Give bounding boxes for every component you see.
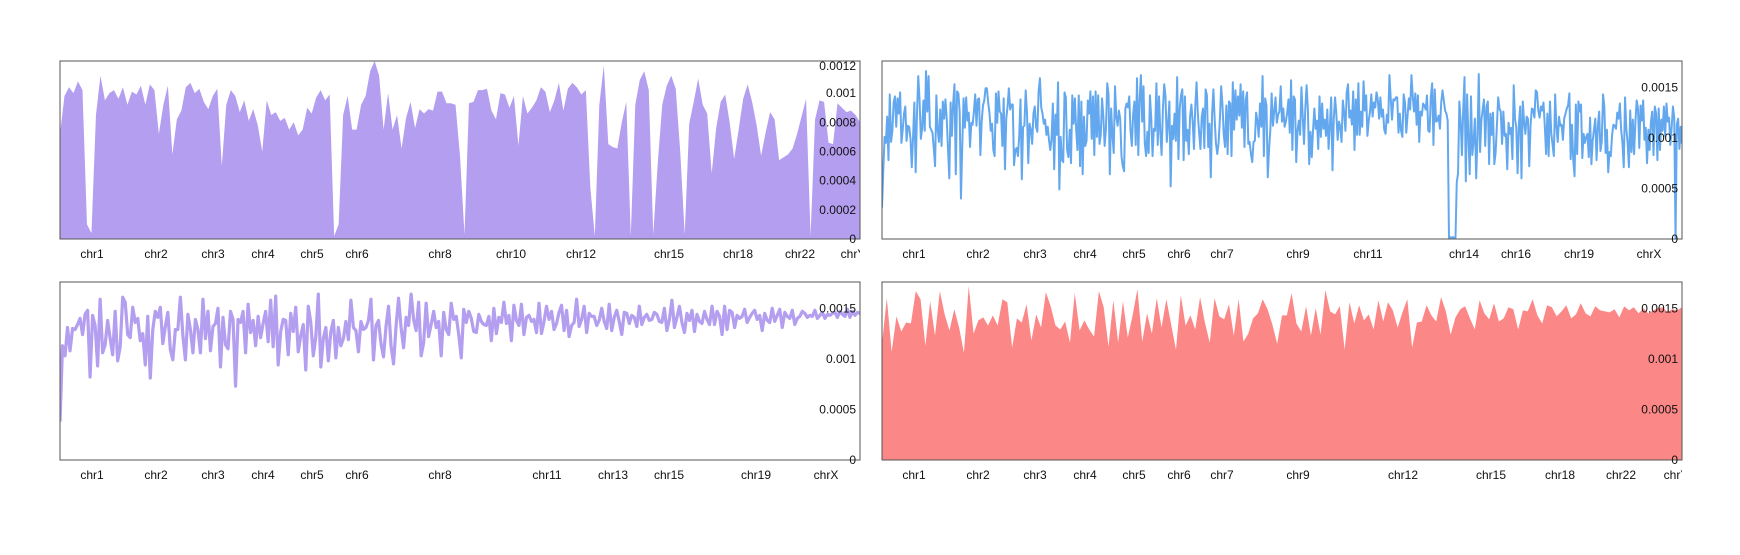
x-tick-label: chr8 <box>428 247 452 261</box>
x-tick-label: chr7 <box>1210 468 1234 482</box>
x-tick-label: chr22 <box>785 247 815 261</box>
chart-panel-2: 0 0.0005 0.001 0.0015 chr1 chr2 chr3 chr4 chr5 ch… <box>881 60 1683 261</box>
chart-panel-4: 0 0.0005 0.001 0.0015 chr1 chr2 chr3 chr4 chr5 ch… <box>881 281 1689 482</box>
x-tick-label: chr6 <box>345 247 369 261</box>
plot-frame <box>881 281 1683 461</box>
plot-frame <box>59 60 861 240</box>
y-tick-label: 0.0006 <box>819 144 856 158</box>
y-tick-label: 0.0008 <box>819 115 856 129</box>
x-tick-label: chr9 <box>1286 247 1310 261</box>
x-tick-label: chr3 <box>201 468 225 482</box>
x-tick-label: chr15 <box>654 247 684 261</box>
y-tick-label: 0.0002 <box>819 203 856 217</box>
x-tick-label: chr13 <box>598 468 628 482</box>
y-tick-label: 0.001 <box>826 86 856 100</box>
series-line <box>882 70 1682 239</box>
y-tick-label: 0.0004 <box>819 174 856 188</box>
x-tick-label: chr5 <box>300 247 324 261</box>
x-tick-label: chrY <box>1664 468 1689 482</box>
x-tick-label: chr14 <box>1449 247 1479 261</box>
x-tick-label: chr11 <box>532 468 561 482</box>
x-tick-label: chr18 <box>723 247 753 261</box>
x-tick-label: chr2 <box>144 468 168 482</box>
y-tick-label: 0.0005 <box>819 402 856 416</box>
x-tick-label: chr4 <box>251 247 275 261</box>
y-tick-label: 0 <box>1671 453 1678 467</box>
x-tick-label: chr18 <box>1545 468 1575 482</box>
x-tick-label: chr1 <box>902 468 926 482</box>
x-tick-label: chr6 <box>345 468 369 482</box>
x-tick-label: chr10 <box>496 247 526 261</box>
x-tick-label: chr5 <box>1122 468 1146 482</box>
x-tick-label: chr19 <box>1564 247 1594 261</box>
x-tick-label: chr2 <box>966 468 990 482</box>
y-tick-label: 0.0005 <box>1641 402 1678 416</box>
y-tick-label: 0.0015 <box>1641 301 1678 315</box>
x-tick-label: chr8 <box>428 468 452 482</box>
y-tick-label: 0 <box>849 232 856 246</box>
plot-frame <box>59 281 861 461</box>
x-tick-label: chrX <box>814 468 839 482</box>
y-tick-label: 0 <box>1671 232 1678 246</box>
x-tick-label: chr1 <box>902 247 926 261</box>
x-tick-label: chr15 <box>654 468 684 482</box>
x-tick-label: chr19 <box>741 468 771 482</box>
x-tick-label: chr4 <box>251 468 275 482</box>
x-tick-label: chr4 <box>1073 468 1097 482</box>
x-tick-label: chr16 <box>1501 247 1531 261</box>
y-tick-label: 0.001 <box>1648 352 1678 366</box>
x-tick-label: chr22 <box>1606 468 1636 482</box>
series-area <box>882 286 1682 460</box>
x-tick-label: chr5 <box>300 468 324 482</box>
x-tick-label: chr1 <box>80 247 104 261</box>
y-tick-label: 0.001 <box>826 352 856 366</box>
y-tick-label: 0.0012 <box>819 59 856 73</box>
y-tick-label: 0.0005 <box>1641 181 1678 195</box>
x-tick-label: chrY <box>841 247 866 261</box>
x-tick-label: chr5 <box>1122 247 1146 261</box>
x-tick-label: chr3 <box>1023 468 1047 482</box>
y-tick-label: 0.001 <box>1648 131 1678 145</box>
x-tick-label: chr7 <box>1210 247 1234 261</box>
y-tick-label: 0.0015 <box>819 301 856 315</box>
series-area <box>60 61 860 239</box>
y-tick-label: 0.0015 <box>1641 80 1678 94</box>
plot-frame <box>881 60 1683 240</box>
x-tick-label: chr6 <box>1167 247 1191 261</box>
x-tick-label: chr4 <box>1073 247 1097 261</box>
x-tick-label: chrX <box>1637 247 1662 261</box>
x-tick-label: chr12 <box>1388 468 1418 482</box>
x-tick-label: chr15 <box>1476 468 1506 482</box>
x-tick-label: chr2 <box>144 247 168 261</box>
chart-panel-1: 0 0.0002 0.0004 0.0006 0.0008 0.001 0.0012 chr1… <box>59 59 866 261</box>
x-tick-label: chr1 <box>80 468 104 482</box>
y-tick-label: 0 <box>849 453 856 467</box>
x-tick-label: chr3 <box>1023 247 1047 261</box>
x-tick-label: chr2 <box>966 247 990 261</box>
x-tick-label: chr6 <box>1167 468 1191 482</box>
x-tick-label: chr12 <box>566 247 596 261</box>
x-tick-label: chr3 <box>201 247 225 261</box>
x-tick-label: chr9 <box>1286 468 1310 482</box>
series-line <box>60 292 860 422</box>
x-tick-label: chr11 <box>1353 247 1382 261</box>
chart-panel-3: 0 0.0005 0.001 0.0015 chr1 chr2 chr3 chr4 chr5 ch… <box>59 281 861 482</box>
